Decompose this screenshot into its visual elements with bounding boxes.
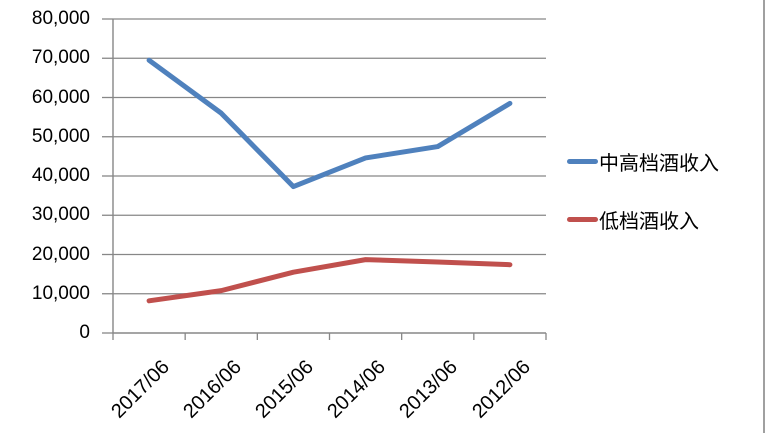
y-axis-label: 60,000 [31,86,90,108]
legend-label-series-1: 低档酒收入 [599,210,699,233]
y-axis-label: 30,000 [31,204,90,226]
legend-item-series-0: 中高档酒收入 [567,148,719,175]
y-axis-label: 20,000 [31,243,90,265]
y-axis-label: 0 [79,322,90,343]
y-axis-label: 80,000 [31,8,90,29]
legend-item-series-1: 低档酒收入 [567,206,699,233]
legend-label-series-0: 中高档酒收入 [599,152,719,175]
legend-swatch-red-line [567,216,598,222]
chart-right-border [763,0,765,433]
y-axis-label: 70,000 [31,47,90,69]
y-axis-label: 10,000 [31,282,90,304]
legend-swatch-blue-line [567,158,598,164]
series-line-0 [146,57,513,190]
y-axis-label: 50,000 [31,125,90,147]
series-line-1 [146,257,513,304]
y-axis-label: 40,000 [31,165,90,186]
